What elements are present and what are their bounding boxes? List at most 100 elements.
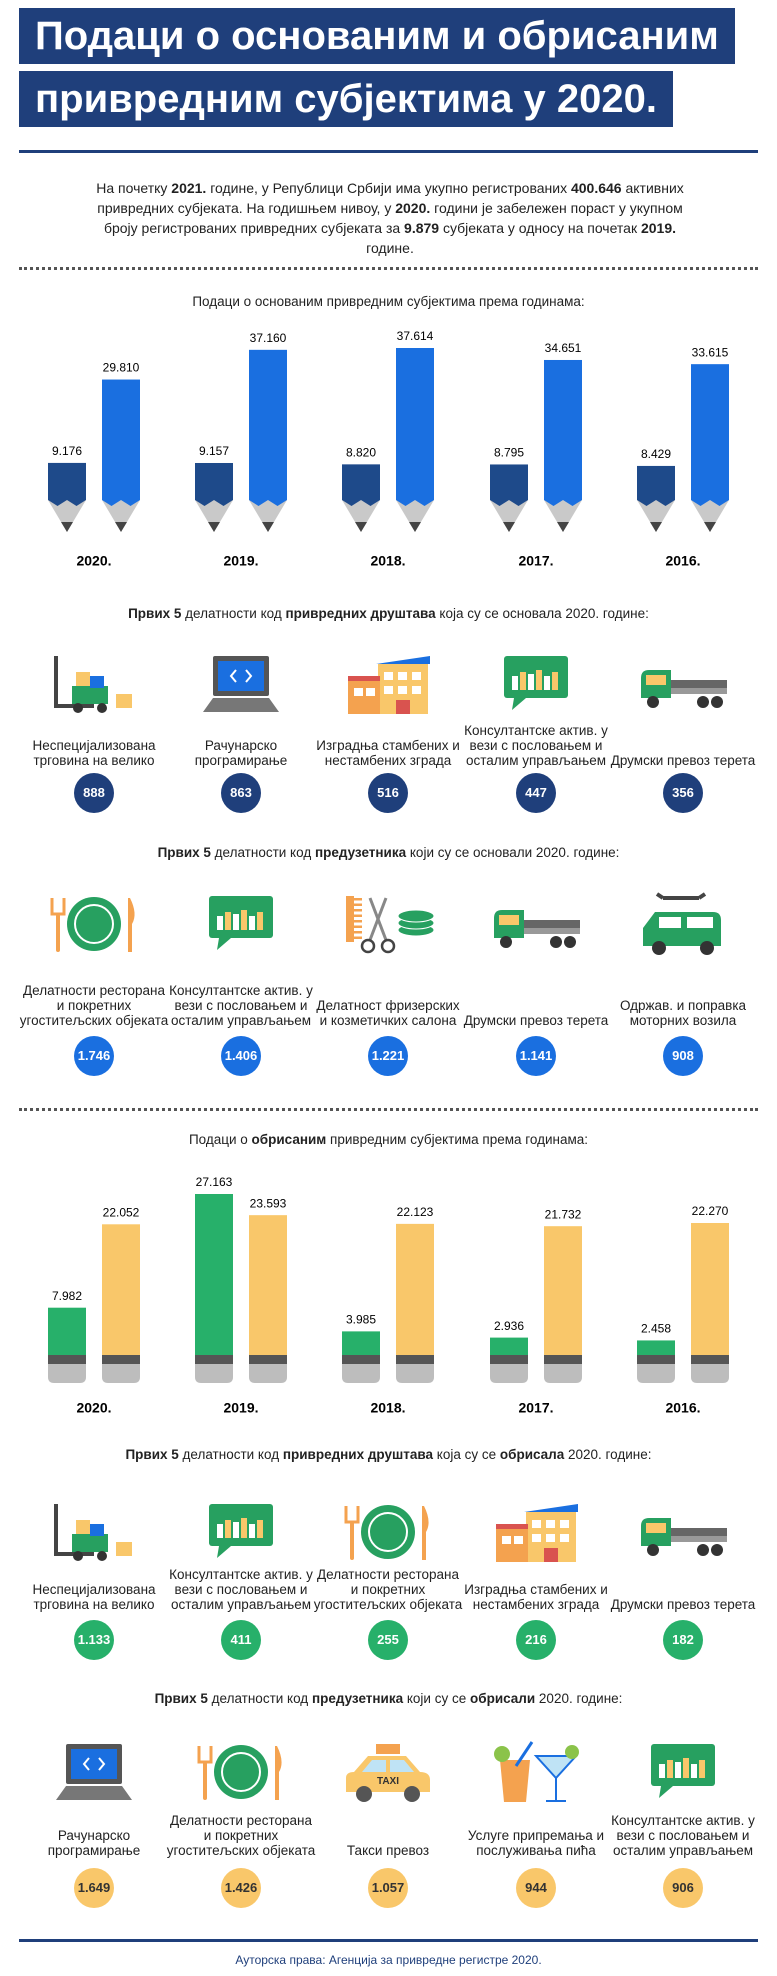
item-value: 906 xyxy=(663,1868,703,1908)
battery-cap xyxy=(195,1364,233,1383)
item-label: Услуге припремања и послуживања пића xyxy=(467,1828,605,1858)
icon xyxy=(54,656,132,713)
text-part: Подаци о xyxy=(188,1132,252,1147)
item-value: 1.141 xyxy=(516,1036,556,1076)
icon-part xyxy=(500,1760,530,1802)
icon-part xyxy=(536,670,542,690)
value-label: 2.458 xyxy=(641,1322,671,1336)
icon-part xyxy=(647,696,659,708)
battery-band xyxy=(490,1355,528,1364)
icon-part xyxy=(560,1520,569,1528)
pencil-tip xyxy=(396,500,434,532)
icon-part xyxy=(97,1551,107,1561)
text-part: 2020. године: xyxy=(535,1691,623,1706)
icon-part xyxy=(229,669,237,683)
icon-part xyxy=(233,1522,239,1538)
icon-part xyxy=(356,1786,372,1802)
icon-part xyxy=(494,1746,510,1762)
icon-part xyxy=(54,1504,58,1554)
icon-part xyxy=(50,898,66,916)
bar xyxy=(195,462,233,500)
icon xyxy=(203,656,279,712)
battery-band xyxy=(691,1355,729,1364)
icon-part xyxy=(711,696,723,708)
icon-part xyxy=(500,936,512,948)
bar xyxy=(544,359,582,500)
bar xyxy=(490,464,528,500)
pencil-tip xyxy=(691,500,729,532)
icon-part xyxy=(514,1741,534,1767)
item-label: Друмски превоз терета xyxy=(610,753,756,768)
x-tick-label: 2019. xyxy=(223,553,258,569)
x-tick-label: 2016. xyxy=(665,553,700,569)
item-label: Делатности ресторана и покретних угостит… xyxy=(313,1567,463,1612)
battery-cap xyxy=(249,1364,287,1383)
bar xyxy=(637,465,675,500)
item-value: 1.649 xyxy=(74,1868,114,1908)
bar xyxy=(396,348,434,500)
section-heading: Првих 5 делатности код привредних друшта… xyxy=(0,606,777,621)
divider xyxy=(19,1108,758,1111)
icon xyxy=(641,670,727,708)
pencil-tip xyxy=(544,500,582,532)
icon-part xyxy=(524,920,580,928)
pencil-lead xyxy=(262,522,274,532)
item-label: Консултантске актив. у вези с пословањем… xyxy=(611,1813,755,1858)
item-label: Друмски превоз терета xyxy=(463,1013,609,1028)
icon-part xyxy=(354,914,362,917)
battery-cap xyxy=(102,1364,140,1383)
x-tick-label: 2017. xyxy=(518,1400,553,1416)
text-part: субјеката у односу на почетак xyxy=(439,220,641,236)
icon-part xyxy=(76,1520,90,1534)
item-label: Рачунарско програмирање xyxy=(47,1828,141,1858)
section-heading: Првих 5 делатности код привредних друшта… xyxy=(0,1447,777,1462)
item-label: Консултантске актив. у вези с пословањем… xyxy=(464,723,608,768)
icon-part xyxy=(565,1745,579,1759)
icon-part xyxy=(354,931,362,934)
icon-part xyxy=(546,1520,555,1528)
item-label: Делатност фризерских и козметичких салон… xyxy=(316,998,460,1028)
item-label: Изградња стамбених и нестамбених зграда xyxy=(464,1582,608,1612)
item-label: Друмски превоз терета xyxy=(610,1597,756,1612)
icon-part xyxy=(659,1786,673,1798)
icon-part xyxy=(257,1520,263,1538)
icon-part xyxy=(404,1786,420,1802)
icon-part xyxy=(221,1752,261,1792)
value-label: 8.429 xyxy=(641,447,671,461)
pencil-tip xyxy=(490,500,528,532)
icon-part xyxy=(218,661,264,691)
pencil-edge xyxy=(544,500,582,506)
icon-part xyxy=(376,656,430,664)
icon-part xyxy=(72,686,108,704)
value-label: 33.615 xyxy=(692,345,729,359)
item-value: 1.221 xyxy=(368,1036,408,1076)
rule xyxy=(19,150,758,153)
battery-cap xyxy=(544,1364,582,1383)
icon-part xyxy=(350,1522,354,1560)
icon-part xyxy=(76,672,90,686)
icon-part xyxy=(116,1542,132,1556)
icon-part xyxy=(544,676,550,690)
icon-part xyxy=(384,686,393,694)
icon xyxy=(643,892,721,955)
icon-part xyxy=(499,915,519,925)
text-part: На почетку xyxy=(96,180,172,196)
item-value: 944 xyxy=(516,1868,556,1908)
text-part: Подаци о основаним привредним субјектима… xyxy=(192,294,585,309)
icon-part xyxy=(675,1762,681,1778)
text-part: 9.879 xyxy=(404,220,440,236)
icon-part xyxy=(380,938,396,954)
pencil-lead xyxy=(208,522,220,532)
text-part: делатности код xyxy=(178,1447,283,1462)
icon-part xyxy=(520,672,526,690)
icon xyxy=(209,896,273,950)
item-value: 356 xyxy=(663,773,703,813)
battery-cap xyxy=(490,1364,528,1383)
bar xyxy=(48,462,86,500)
icon-part xyxy=(225,912,231,930)
icon-part xyxy=(412,672,421,680)
item-label: Консултантске актив. у вези с пословањем… xyxy=(169,983,313,1028)
icon-part xyxy=(384,672,393,680)
item-value: 888 xyxy=(74,773,114,813)
